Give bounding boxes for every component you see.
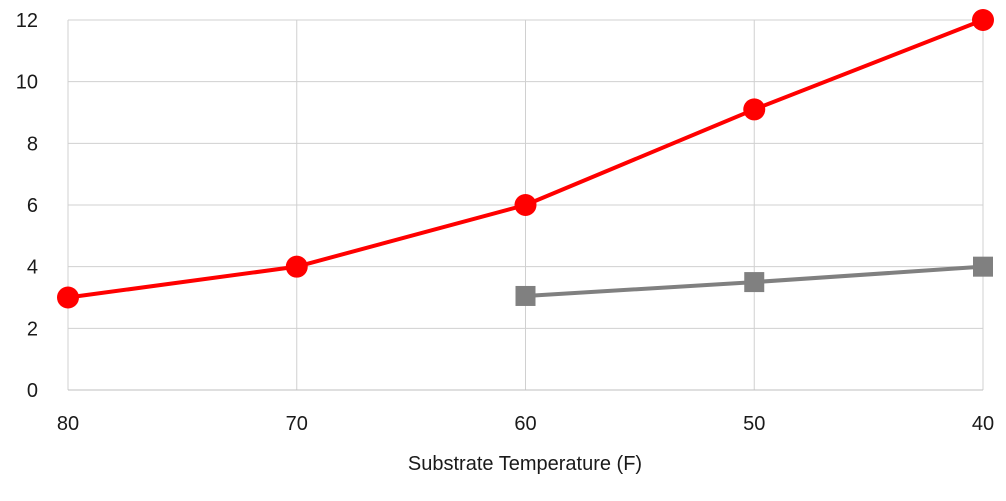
data-point-circle: [57, 286, 79, 309]
y-tick-label: 12: [16, 10, 38, 32]
data-point-circle: [285, 255, 308, 278]
y-tick-label: 8: [27, 133, 38, 155]
x-tick-label: 50: [743, 413, 765, 435]
y-tick-label: 10: [16, 72, 38, 94]
data-point-square: [744, 272, 765, 293]
data-point-circle: [514, 194, 537, 216]
x-tick-label: 60: [514, 413, 536, 435]
data-point-square: [515, 285, 536, 306]
y-tick-label: 2: [27, 318, 38, 340]
y-tick-label: 6: [27, 195, 38, 217]
x-tick-label: 80: [57, 413, 79, 435]
x-axis-title: Substrate Temperature (F): [408, 453, 642, 475]
x-tick-label: 70: [286, 413, 308, 435]
series-1: [57, 9, 994, 309]
series-2: [515, 256, 993, 306]
x-tick-label: 40: [972, 413, 994, 435]
data-point-square: [973, 256, 993, 277]
tick-labels: 0 2 4 6 8 10 12 80 70 60 50 40: [16, 10, 994, 435]
series-group: [57, 9, 994, 309]
data-point-circle: [972, 9, 994, 31]
y-tick-label: 0: [27, 380, 38, 402]
y-tick-label: 4: [27, 257, 38, 279]
data-point-circle: [743, 98, 766, 121]
